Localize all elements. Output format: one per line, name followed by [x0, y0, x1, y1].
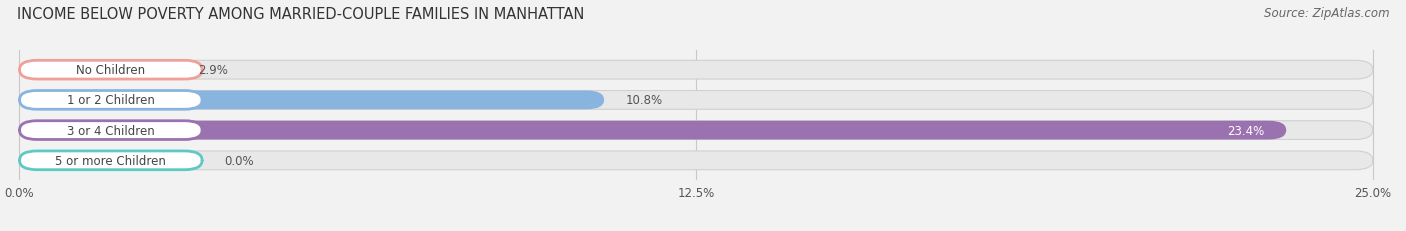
- FancyBboxPatch shape: [20, 91, 202, 110]
- FancyBboxPatch shape: [20, 91, 605, 110]
- FancyBboxPatch shape: [20, 151, 1372, 170]
- FancyBboxPatch shape: [20, 61, 177, 80]
- FancyBboxPatch shape: [20, 121, 1286, 140]
- Text: 0.0%: 0.0%: [224, 154, 253, 167]
- FancyBboxPatch shape: [20, 151, 202, 170]
- Text: No Children: No Children: [76, 64, 145, 77]
- FancyBboxPatch shape: [20, 121, 1372, 140]
- Text: 23.4%: 23.4%: [1227, 124, 1264, 137]
- Text: Source: ZipAtlas.com: Source: ZipAtlas.com: [1264, 7, 1389, 20]
- FancyBboxPatch shape: [20, 91, 1372, 110]
- Text: 1 or 2 Children: 1 or 2 Children: [67, 94, 155, 107]
- FancyBboxPatch shape: [20, 61, 1372, 80]
- Text: 10.8%: 10.8%: [626, 94, 662, 107]
- Text: 2.9%: 2.9%: [198, 64, 228, 77]
- Text: 3 or 4 Children: 3 or 4 Children: [67, 124, 155, 137]
- FancyBboxPatch shape: [20, 61, 202, 80]
- Text: 5 or more Children: 5 or more Children: [55, 154, 166, 167]
- FancyBboxPatch shape: [20, 121, 202, 140]
- Text: INCOME BELOW POVERTY AMONG MARRIED-COUPLE FAMILIES IN MANHATTAN: INCOME BELOW POVERTY AMONG MARRIED-COUPL…: [17, 7, 585, 22]
